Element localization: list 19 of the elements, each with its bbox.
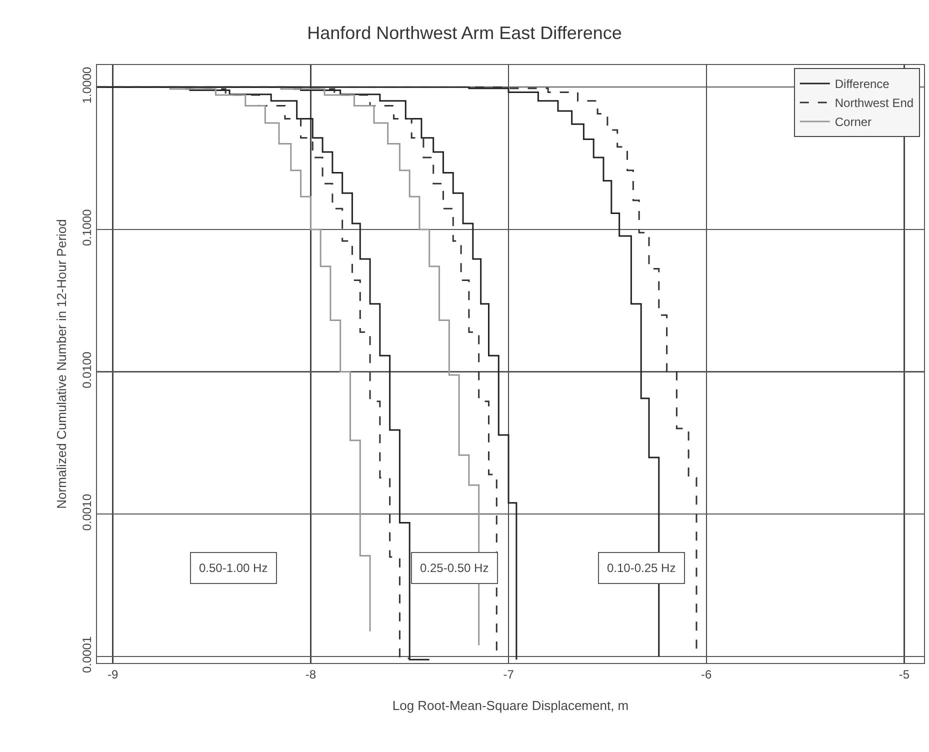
x-tick-label: -7 — [503, 667, 514, 682]
y-tick-label: 0.0100 — [80, 351, 94, 388]
legend-label: Difference — [834, 77, 890, 92]
x-tick-label: -8 — [305, 667, 316, 682]
y-tick-label: 0.0001 — [80, 636, 94, 674]
x-tick-label: -9 — [107, 667, 118, 682]
x-tick-label: -6 — [701, 667, 712, 682]
legend-label: Northwest End — [834, 96, 914, 110]
x-tick-label: -5 — [898, 667, 910, 682]
annotation: 0.25-0.50 Hz — [420, 561, 489, 575]
y-tick-label: 0.1000 — [80, 208, 94, 246]
legend-label: Corner — [834, 115, 872, 130]
annotation: 0.50-1.00 Hz — [199, 561, 268, 575]
x-axis-title: Log Root-Mean-Square Displacement, m — [392, 698, 629, 713]
y-tick-label: 1.0000 — [80, 66, 94, 104]
annotation: 0.10-0.25 Hz — [607, 561, 676, 575]
y-tick-label: 0.0010 — [80, 494, 94, 531]
chart-title: Hanford Northwest Arm East Difference — [307, 22, 622, 43]
y-axis-title: Normalized Cumulative Number in 12-Hour Period — [54, 219, 70, 509]
